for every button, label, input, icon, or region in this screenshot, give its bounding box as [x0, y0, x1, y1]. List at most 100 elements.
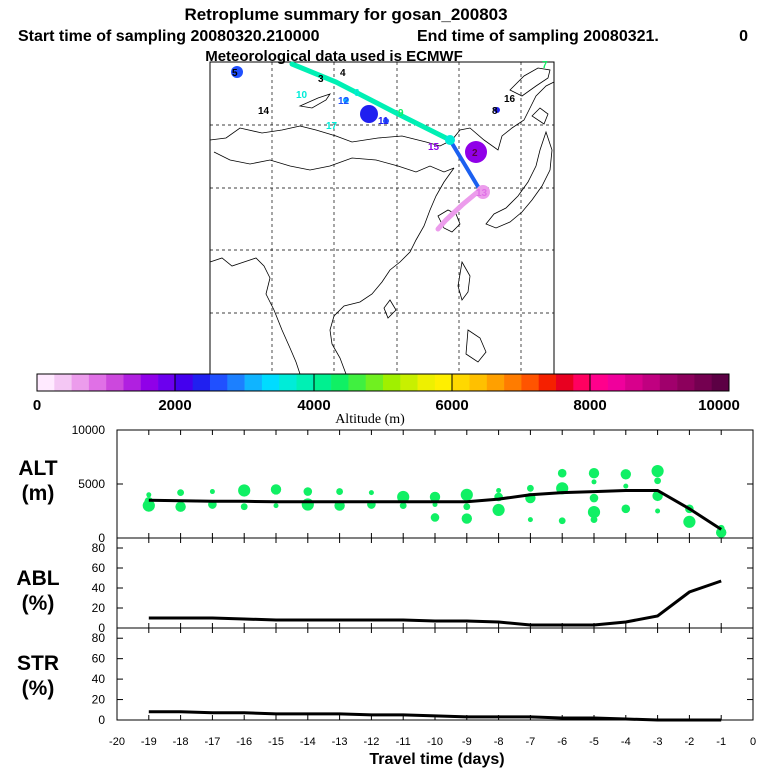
- y-tick-label: 20: [92, 601, 106, 615]
- alt-scatter-point: [461, 513, 472, 524]
- y-tick-label: 40: [92, 581, 106, 595]
- x-tick-label: -18: [173, 736, 189, 748]
- y-tick-label: 80: [92, 541, 106, 555]
- trajectory-marker: [465, 141, 487, 163]
- alt-scatter-point: [460, 488, 473, 501]
- colorbar-cell: [452, 374, 470, 391]
- alt-scatter-point: [496, 487, 502, 493]
- end-time-label: End time of sampling 20080321.: [417, 28, 659, 45]
- colorbar-cell: [417, 374, 436, 391]
- trajectory-label: 12: [338, 96, 350, 107]
- x-tick-label: -14: [300, 736, 316, 748]
- alt-scatter-point: [430, 513, 440, 522]
- trajectory-label: 4: [340, 68, 346, 79]
- alt-scatter-point: [558, 517, 566, 525]
- colorbar-tick-label: 0: [33, 397, 41, 414]
- x-tick-label: 0: [750, 736, 756, 748]
- alt-scatter-point: [527, 517, 533, 523]
- alt-scatter-point: [587, 505, 601, 519]
- x-axis-label: Travel time (days): [369, 751, 504, 768]
- trajectory-marker: [494, 107, 500, 113]
- str-axis-label-line2: (%): [22, 677, 55, 700]
- x-tick-label: -17: [204, 736, 220, 748]
- colorbar-cell: [192, 374, 211, 391]
- colorbar-cell: [244, 374, 263, 391]
- alt-scatter-point: [621, 504, 631, 514]
- x-tick-label: -8: [494, 736, 504, 748]
- map-gridlines: [210, 62, 554, 374]
- trajectory-label: 10: [296, 90, 308, 101]
- x-axis: -20 -19 -18 -17 -16 -15 -14 -13 -12 -11 -10 -9 -8 -7-…: [109, 736, 756, 768]
- colorbar-tick-label: 4000: [297, 397, 330, 414]
- x-tick-label: -19: [141, 736, 157, 748]
- altitude-colorbar: 0 2000 4000 6000 8000 10000 Altitude (m): [33, 373, 740, 427]
- alt-scatter-point: [623, 483, 629, 489]
- colorbar-cell: [677, 374, 695, 391]
- trajectory-label: 11: [378, 116, 389, 127]
- alt-panel: 0 5000 10000 ALT (m): [18, 423, 754, 545]
- colorbar-cell: [642, 374, 661, 391]
- x-tick-label: -3: [653, 736, 663, 748]
- colorbar-cell: [625, 374, 643, 391]
- colorbar-cell: [400, 374, 418, 391]
- colorbar-cell: [54, 374, 72, 391]
- alt-scatter-point: [368, 490, 374, 496]
- colorbar-cell: [607, 374, 626, 391]
- trajectory-label: 6: [354, 88, 360, 99]
- x-tick-label: -4: [621, 736, 631, 748]
- colorbar-cell: [711, 374, 730, 391]
- colorbar-cell: [158, 374, 176, 391]
- alt-scatter-point: [303, 487, 313, 496]
- trajectory-label: 16: [504, 94, 516, 105]
- colorbar-cell: [123, 374, 142, 391]
- met-data-label: Meteorological data used is ECMWF: [205, 48, 463, 65]
- alt-scatter-point: [590, 516, 598, 524]
- trajectory-marker: [231, 66, 243, 78]
- colorbar-cell: [383, 374, 401, 391]
- abl-panel: 0 20 40 60 80 ABL (%): [16, 537, 754, 635]
- colorbar-tick-label: 2000: [158, 397, 191, 414]
- trajectory-marker: [476, 185, 490, 199]
- colorbar-cell: [556, 374, 574, 391]
- x-tick-label: -9: [462, 736, 472, 748]
- trajectory-label: 13: [476, 188, 488, 199]
- colorbar-tick-label: 10000: [698, 397, 740, 414]
- x-tick-label: -16: [236, 736, 252, 748]
- trajectory-label: 9: [398, 108, 404, 119]
- str-axis-label-line1: STR: [17, 652, 59, 675]
- trajectory-label: 5: [232, 68, 238, 79]
- y-tick-label: 0: [98, 621, 105, 635]
- x-tick-label: -5: [589, 736, 599, 748]
- alt-scatter-point: [557, 468, 567, 478]
- trajectory-marker: [360, 105, 378, 123]
- alt-scatter-point: [683, 515, 696, 528]
- trajectory-label: 2: [472, 148, 478, 159]
- alt-scatter-point: [654, 477, 661, 485]
- alt-scatter-point: [399, 502, 407, 509]
- abl-axis-label-line1: ABL: [16, 567, 59, 590]
- colorbar-cell: [486, 374, 505, 391]
- colorbar-cell: [140, 374, 159, 391]
- alt-scatter-point: [209, 489, 215, 495]
- colorbar-cell: [348, 374, 366, 391]
- alt-scatter-point: [146, 492, 152, 498]
- str-panel: 0 20 40 60 80 STR (%): [17, 627, 754, 727]
- alt-scatter-point: [238, 484, 251, 497]
- alt-scatter-point: [492, 503, 505, 517]
- colorbar-tick-label: 8000: [573, 397, 606, 414]
- y-tick-label: 10000: [72, 423, 106, 437]
- y-tick-label: 60: [92, 652, 106, 666]
- alt-scatter-point: [397, 490, 410, 504]
- y-tick-label: 80: [92, 631, 106, 645]
- colorbar-cell: [590, 374, 609, 391]
- x-tick-label: -13: [332, 736, 348, 748]
- colorbar-cell: [296, 374, 315, 391]
- colorbar-cell: [71, 374, 90, 391]
- x-tick-label: -15: [268, 736, 284, 748]
- trajectory-labels: 2 3 4 5 6 7 8 9 10 11 12 13 14 15 16 17: [232, 60, 548, 199]
- alt-scatter-point: [301, 498, 314, 511]
- alt-scatter-point: [591, 479, 597, 485]
- colorbar-cell: [659, 374, 678, 391]
- alt-scatter-point: [240, 503, 248, 511]
